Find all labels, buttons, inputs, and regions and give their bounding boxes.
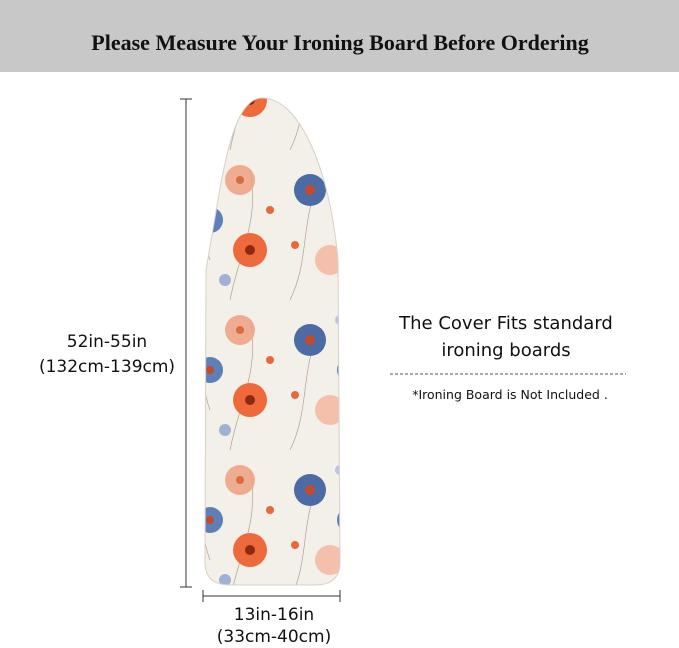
disclaimer: *Ironing Board is Not Included .: [412, 387, 608, 402]
width-metric: (33cm-40cm): [217, 627, 331, 647]
header-title: Please Measure Your Ironing Board Before…: [91, 30, 588, 55]
width-imperial: 13in-16in: [234, 605, 314, 625]
width-dimension-line: [202, 590, 341, 602]
note-line-2: ironing boards: [441, 340, 570, 361]
length-imperial: 52in-55in: [67, 332, 147, 352]
length-metric: (132cm-139cm): [39, 357, 175, 377]
length-dimension-line: [180, 98, 192, 588]
ironing-board-cover: [204, 97, 341, 586]
header-bar: [0, 0, 679, 72]
note-line-1: The Cover Fits standard: [398, 313, 613, 334]
